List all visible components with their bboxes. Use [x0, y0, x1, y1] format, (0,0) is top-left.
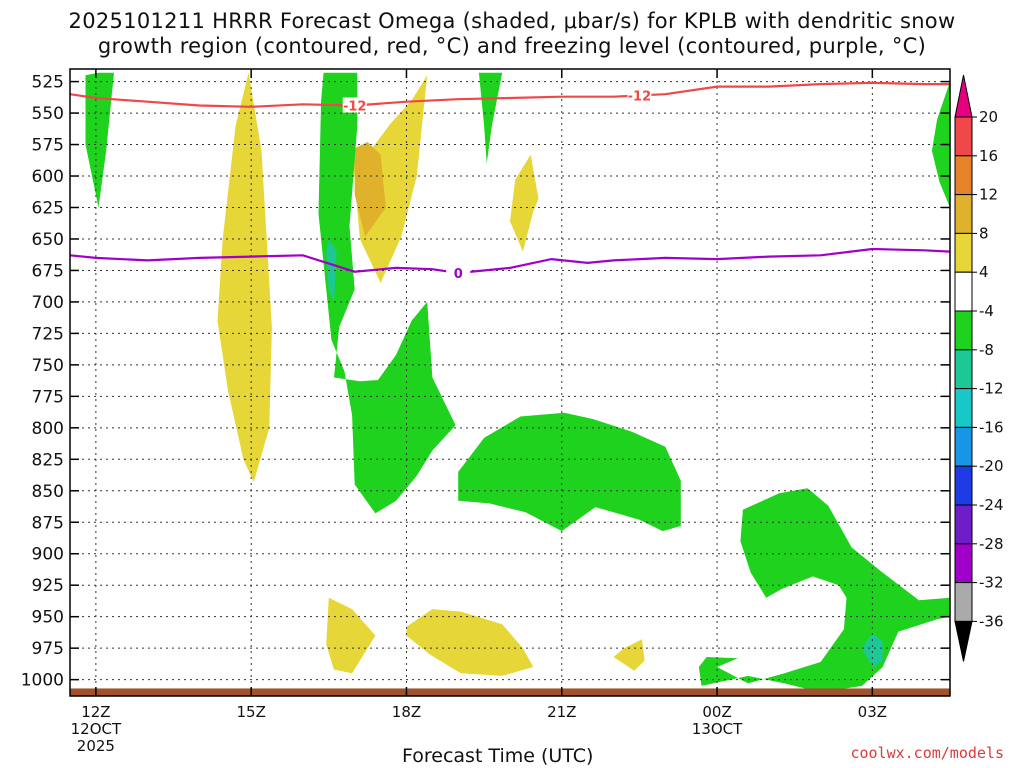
colorbar-swatch-5: [954, 310, 973, 351]
colorbar-label-6: -8: [979, 341, 994, 359]
colorbar-swatch-7: [954, 388, 973, 428]
colorbar-label-5: -4: [979, 302, 994, 320]
colorbar-label-3: 8: [979, 224, 989, 242]
omega-region-1: [352, 75, 428, 283]
omega-region-8: [318, 72, 456, 514]
colorbar-label-7: -12: [979, 380, 1004, 398]
colorbar-bottom-arrow: [954, 620, 973, 662]
colorbar-swatch-11: [954, 543, 973, 584]
y-tick-label-850: 850: [32, 482, 64, 502]
y-tick-label-875: 875: [32, 513, 64, 533]
y-tick-label-600: 600: [32, 167, 64, 187]
x-tick-sublabel-2025: 2025: [77, 737, 115, 755]
dgz-contour-label-bg-1: [627, 87, 652, 103]
omega-region-6: [613, 639, 645, 671]
y-tick-label-625: 625: [32, 198, 64, 218]
y-tick-label-725: 725: [32, 324, 64, 344]
omega-region-13: [862, 633, 883, 667]
colorbar-label-10: -24: [979, 496, 1004, 514]
omega-region-2: [354, 142, 386, 237]
colorbar-label-11: -28: [979, 535, 1004, 553]
dgz-contour-label-0: -12: [343, 100, 367, 115]
x-tick-label-00Z: 00Z: [702, 703, 731, 721]
colorbar-label-4: 4: [979, 263, 989, 281]
colorbar-swatch-0: [954, 116, 973, 157]
colorbar-label-0: 20: [979, 108, 998, 126]
colorbar-label-13: -36: [979, 612, 1004, 630]
temperature-contours: -12 -12 0: [69, 81, 951, 282]
y-tick-label-900: 900: [32, 545, 64, 565]
dgz-contour-label-bg-0: [342, 97, 367, 113]
colorbar-swatch-3: [954, 232, 973, 273]
y-tick-label-675: 675: [32, 261, 64, 281]
omega-region-12: [698, 488, 950, 693]
omega-region-9: [326, 239, 337, 302]
freezing-contour-label-bg-0: [446, 264, 471, 280]
omega-region-5: [406, 609, 534, 676]
x-axis-label: Forecast Time (UTC): [402, 745, 594, 767]
colorbar-swatch-12: [954, 582, 973, 622]
freezing-contour-line: [69, 247, 951, 275]
y-axis-ticks: 525 550 575 600 625 650 675 700 725 750 775 800 825 8…: [21, 73, 950, 691]
y-tick-label-550: 550: [32, 104, 64, 124]
ground-band: [70, 688, 950, 696]
plot-area-frame: [69, 68, 951, 697]
omega-region-7: [85, 72, 114, 208]
y-tick-label-925: 925: [32, 576, 64, 596]
colorbar-swatch-10: [954, 504, 973, 545]
colorbar-swatch-4: [954, 271, 973, 312]
colorbar-swatch-1: [954, 155, 973, 196]
dgz-contour-line: [69, 81, 950, 108]
y-tick-label-1000: 1000: [21, 671, 64, 691]
colorbar-label-2: 12: [979, 186, 998, 204]
y-tick-label-525: 525: [32, 73, 64, 93]
omega-region-4: [326, 597, 376, 674]
y-tick-label-700: 700: [32, 293, 64, 313]
x-tick-sublabel-12OCT: 12OCT: [71, 720, 122, 738]
y-tick-label-650: 650: [32, 230, 64, 250]
omega-region-0: [217, 72, 272, 483]
dgz-contour-label-1: -12: [628, 89, 652, 104]
colorbar-legend: 20 16 12 8 4 -4 -8 -12 -16 -20 -24 -28 -32 -36: [954, 74, 1004, 662]
chart-title-line1: 2025101211 HRRR Forecast Omega (shaded, …: [68, 9, 956, 33]
x-tick-label-18Z: 18Z: [392, 703, 421, 721]
grid-lines: [70, 69, 950, 696]
omega-shaded-regions: [85, 72, 950, 693]
x-tick-label-21Z: 21Z: [547, 703, 576, 721]
y-tick-label-575: 575: [32, 136, 64, 156]
freezing-contour-label-0: 0: [454, 267, 463, 282]
x-tick-sublabel-13OCT: 13OCT: [692, 720, 743, 738]
omega-region-3: [510, 154, 539, 252]
y-tick-label-750: 750: [32, 356, 64, 376]
chart-title-line2: growth region (contoured, red, °C) and f…: [97, 34, 927, 58]
x-tick-label-15Z: 15Z: [236, 703, 265, 721]
y-tick-label-775: 775: [32, 387, 64, 407]
colorbar-top-arrow: [954, 74, 973, 118]
colorbar-label-8: -16: [979, 418, 1004, 436]
y-tick-label-800: 800: [32, 419, 64, 439]
x-tick-label-12Z: 12Z: [81, 703, 110, 721]
y-tick-label-825: 825: [32, 450, 64, 470]
terrain-ground-band: [70, 688, 950, 696]
y-tick-label-950: 950: [32, 608, 64, 628]
omega-region-10: [478, 72, 503, 164]
colorbar-swatch-2: [954, 194, 973, 234]
site-credit: coolwx.com/models: [850, 744, 1004, 762]
colorbar-label-12: -32: [979, 574, 1004, 592]
colorbar-label-9: -20: [979, 457, 1004, 475]
colorbar-swatch-8: [954, 426, 973, 467]
colorbar-swatch-9: [954, 465, 973, 506]
colorbar-label-1: 16: [979, 147, 998, 165]
x-tick-label-03Z: 03Z: [858, 703, 887, 721]
colorbar-swatch-6: [954, 349, 973, 390]
y-tick-label-975: 975: [32, 639, 64, 659]
omega-region-11: [458, 412, 681, 532]
